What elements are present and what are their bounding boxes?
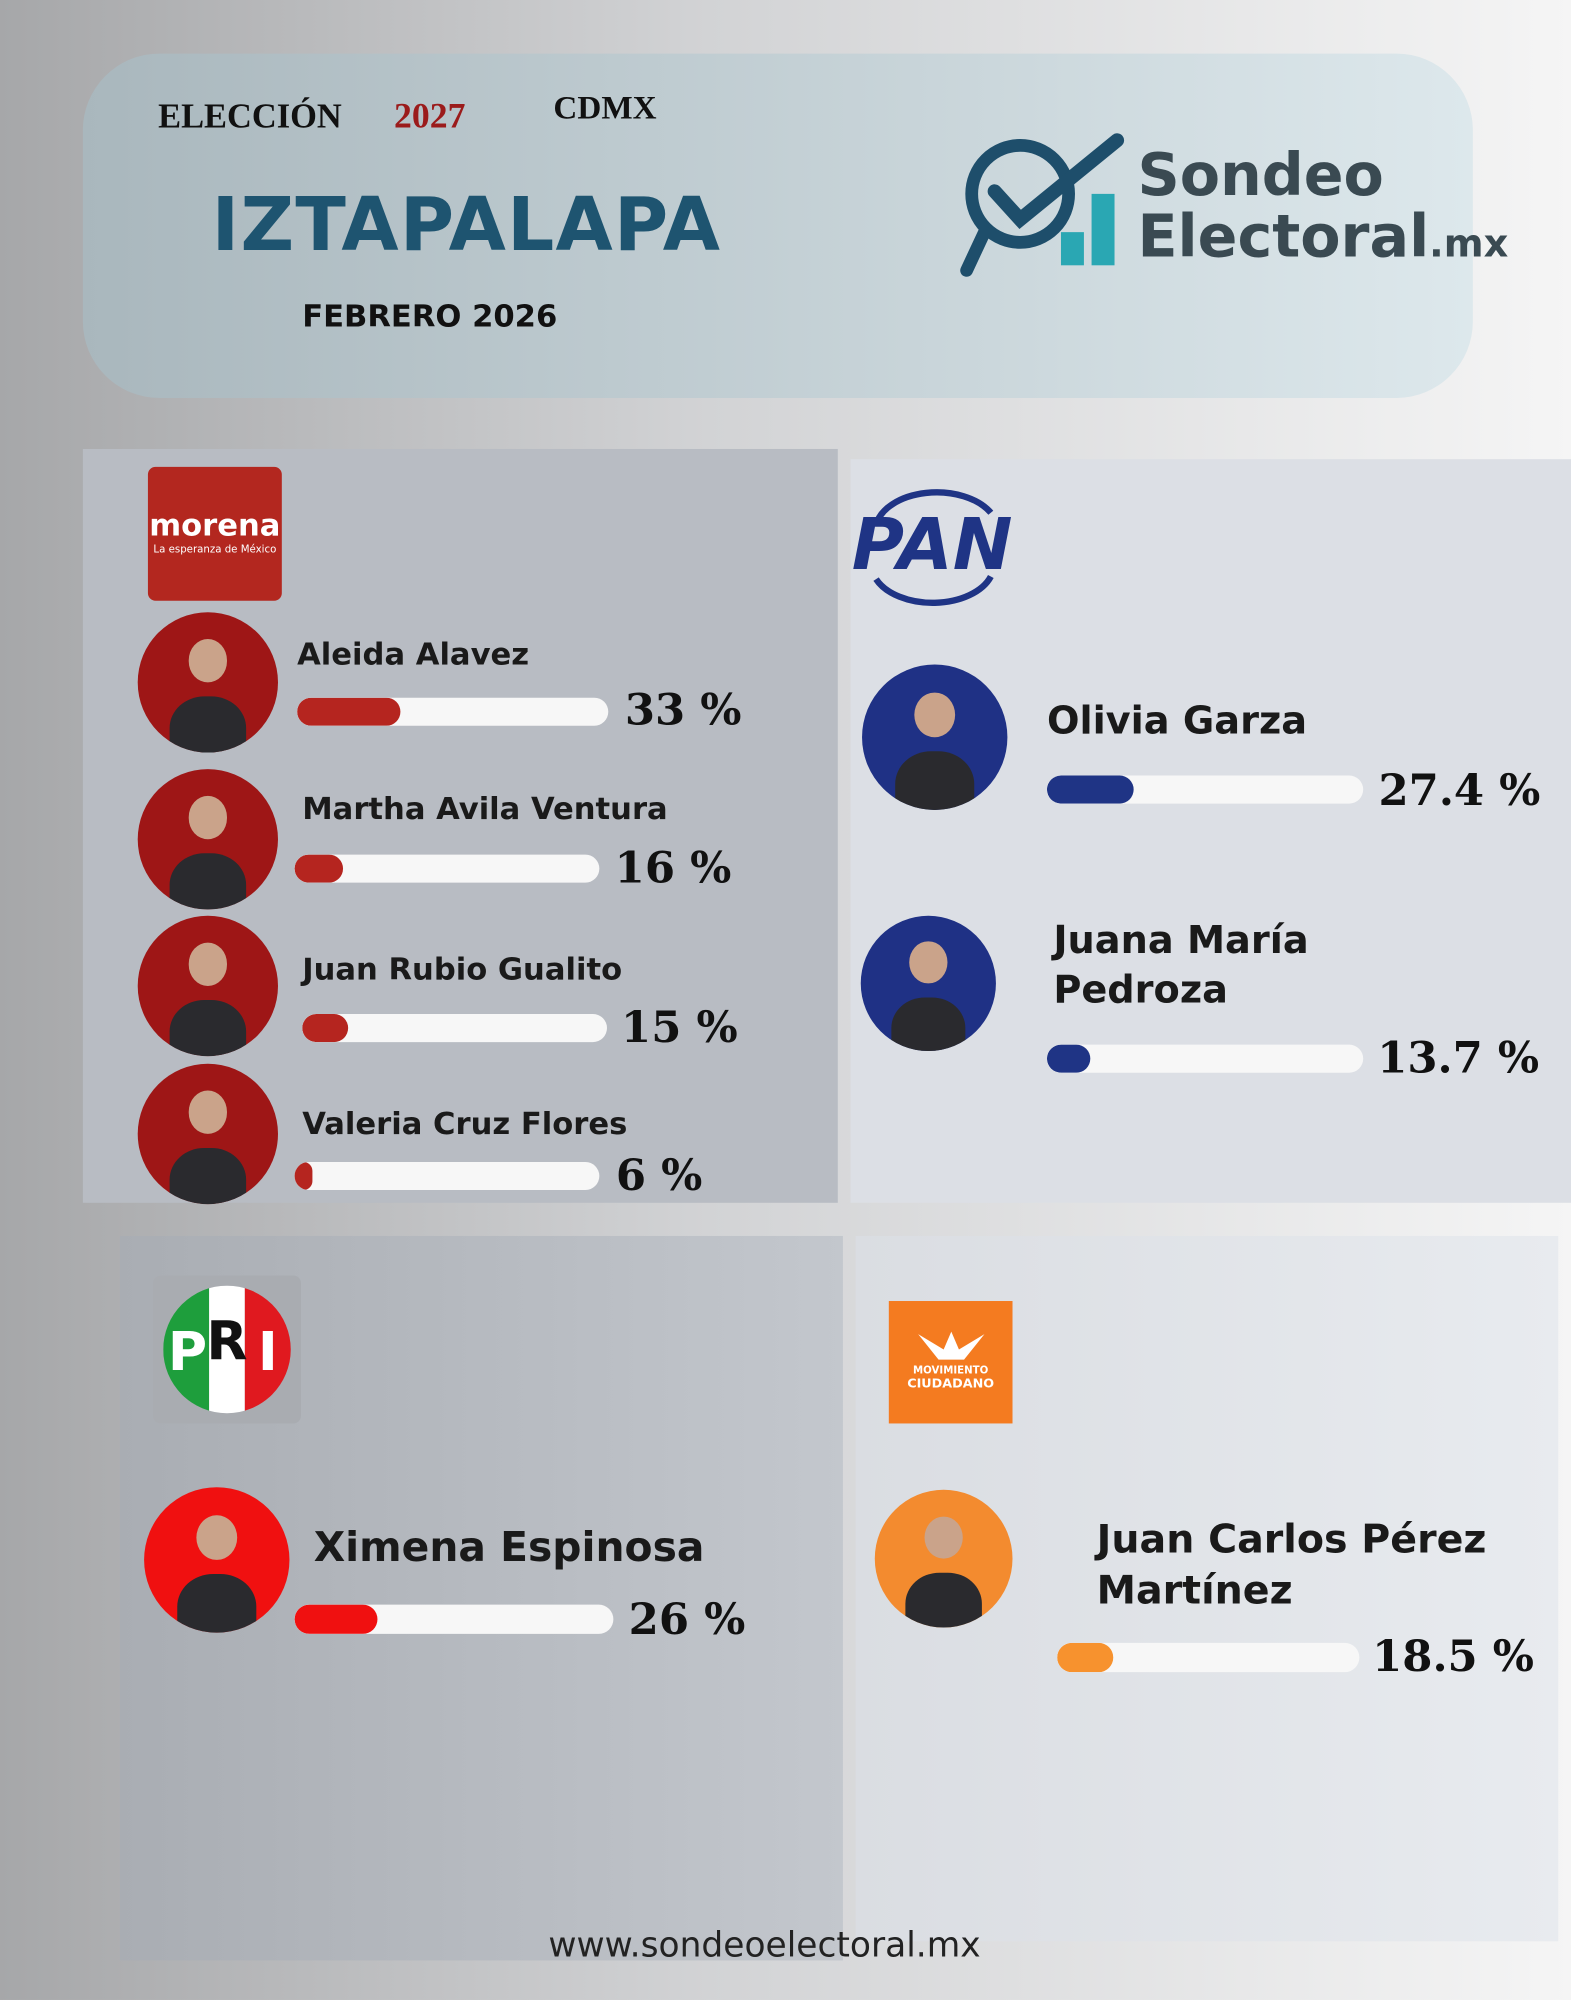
pan-logo: PAN — [852, 489, 1013, 607]
photo-body — [169, 696, 247, 753]
candidate-name: Olivia Garza — [1046, 698, 1308, 744]
bar-track — [1046, 1044, 1364, 1073]
mc-line-1: MOVIMIENTO — [912, 1364, 989, 1377]
bar-track — [302, 1014, 607, 1043]
pri-logo: P R I — [153, 1275, 301, 1424]
brand-handle — [960, 225, 991, 277]
candidate-name: Juana María Pedroza — [1053, 918, 1309, 1013]
value-label: 18.5 % — [1372, 1631, 1535, 1683]
value-label: 33 % — [624, 684, 742, 736]
candidate-name: Ximena Espinosa — [313, 1522, 705, 1572]
morena-logo: morena La esperanza de México — [147, 466, 282, 601]
photo-head — [188, 795, 228, 840]
municipality-title: IZTAPALAPA — [211, 181, 722, 268]
value-label: 16 % — [614, 843, 732, 895]
photo-body — [905, 1572, 982, 1628]
bar — [294, 854, 344, 883]
bar — [294, 1161, 313, 1191]
mc-eagle — [917, 1331, 984, 1360]
region: CDMX — [553, 89, 657, 127]
photo-head — [924, 1515, 963, 1559]
candidate-photo — [137, 769, 278, 910]
footer-url: www.sondeoelectoral.mx — [548, 1926, 981, 1966]
brand-icon — [960, 133, 1125, 277]
candidate-photo — [137, 1063, 278, 1205]
pri-letter: R — [206, 1310, 247, 1373]
header-card — [82, 53, 1473, 398]
bar-track — [294, 1161, 600, 1191]
brand-name: Sondeo — [1137, 140, 1384, 210]
election-year: 2027 — [394, 96, 466, 137]
photo-body — [891, 996, 966, 1052]
photo-head — [188, 1090, 228, 1134]
survey-date: FEBRERO 2026 — [302, 298, 558, 335]
photo-head — [188, 638, 228, 683]
candidate-name: Juan Carlos Pérez Martínez — [1096, 1516, 1487, 1614]
bar-track — [294, 854, 600, 883]
photo-head — [914, 692, 956, 738]
bar — [297, 697, 400, 726]
morena-logo-text: morena — [149, 507, 281, 544]
candidate-name: Valeria Cruz Flores — [302, 1105, 628, 1142]
photo-body — [176, 1574, 257, 1633]
pan-arc — [873, 574, 994, 607]
bar — [302, 1014, 348, 1043]
candidate-photo — [137, 915, 278, 1057]
bar — [1046, 775, 1134, 804]
brand-bar — [1091, 193, 1115, 266]
pri-letter: P — [168, 1320, 207, 1383]
candidate-photo — [137, 612, 278, 753]
brand-check — [987, 133, 1125, 230]
photo-body — [169, 1147, 247, 1205]
bar-track — [297, 697, 609, 726]
photo-body — [169, 999, 247, 1057]
brand-word: Electoral — [1137, 201, 1430, 271]
bar-track — [1046, 775, 1364, 804]
candidate-name: Aleida Alavez — [297, 636, 530, 673]
candidate-photo — [874, 1489, 1013, 1628]
bar-track — [294, 1604, 614, 1634]
brand-bar — [1060, 232, 1084, 266]
mc-line-2: CIUDADANO — [907, 1377, 995, 1392]
brand-suffix: .mx — [1429, 221, 1509, 267]
value-label: 26 % — [628, 1594, 746, 1646]
pan-panel — [850, 459, 1571, 1203]
candidate-name: Juan Rubio Gualito — [302, 951, 623, 988]
photo-head — [909, 941, 948, 984]
brand-name-2: Electoral.mx — [1137, 202, 1508, 271]
value-label: 6 % — [615, 1150, 703, 1202]
value-label: 13.7 % — [1377, 1033, 1540, 1085]
value-label: 27.4 % — [1378, 765, 1541, 817]
election-label: ELECCIÓN — [158, 96, 342, 136]
value-label: 15 % — [621, 1002, 738, 1054]
morena-tagline: La esperanza de México — [153, 543, 277, 555]
candidate-photo — [860, 915, 996, 1052]
pri-letter: I — [258, 1320, 278, 1383]
pri-white — [209, 1285, 245, 1414]
pan-arc — [872, 489, 994, 527]
photo-body — [169, 853, 247, 910]
candidate-photo — [144, 1487, 290, 1633]
bar — [1057, 1642, 1114, 1673]
candidate-name: Martha Avila Ventura — [302, 790, 668, 827]
photo-head — [196, 1514, 238, 1560]
brand-lens — [965, 139, 1075, 249]
photo-head — [188, 942, 228, 986]
mc-logo: MOVIMIENTO CIUDADANO — [888, 1301, 1013, 1424]
candidate-photo — [862, 664, 1008, 810]
bar — [1046, 1044, 1091, 1073]
pan-logo-text: PAN — [852, 503, 1013, 586]
photo-body — [894, 751, 975, 810]
bar — [294, 1604, 378, 1634]
bar-track — [1057, 1642, 1360, 1673]
